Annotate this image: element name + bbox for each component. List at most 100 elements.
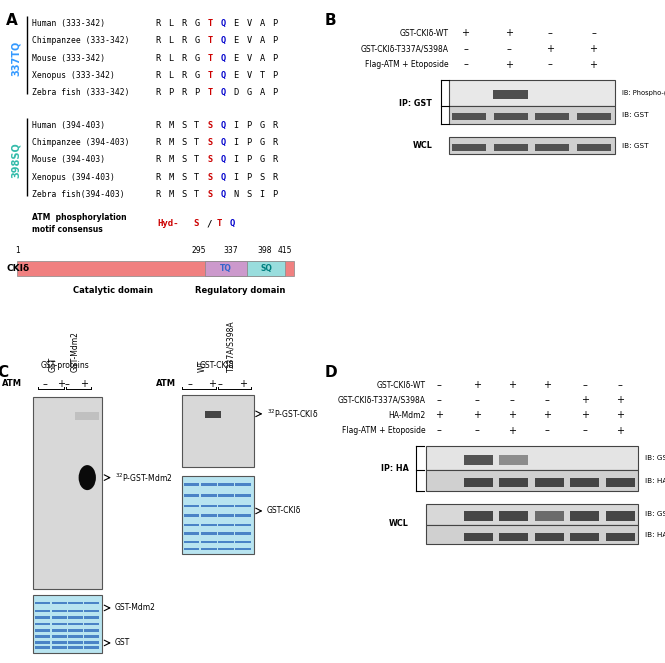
Bar	[235, 483, 251, 486]
Text: S: S	[259, 172, 265, 182]
Text: ATM  phosphorylation
motif consensus: ATM phosphorylation motif consensus	[31, 213, 126, 234]
Text: E: E	[233, 54, 239, 62]
Text: +: +	[543, 380, 551, 390]
Text: +: +	[616, 395, 624, 405]
Text: R: R	[181, 54, 186, 62]
Text: –: –	[436, 395, 442, 405]
Text: Hyd-: Hyd-	[158, 219, 180, 228]
Text: S: S	[181, 138, 186, 147]
Text: –: –	[463, 60, 468, 70]
Text: Q: Q	[220, 155, 225, 164]
Text: 337: 337	[223, 246, 238, 255]
Text: T: T	[194, 121, 199, 130]
Text: Q: Q	[220, 190, 225, 199]
Text: I: I	[233, 172, 239, 182]
Text: SQ: SQ	[260, 264, 272, 273]
Text: E: E	[233, 36, 239, 45]
Text: L: L	[168, 54, 174, 62]
Text: Mouse (394-403): Mouse (394-403)	[31, 155, 104, 164]
Text: R: R	[155, 172, 160, 182]
Bar	[218, 495, 233, 497]
Bar	[201, 514, 217, 517]
Text: –: –	[583, 426, 588, 436]
Text: –: –	[545, 426, 549, 436]
Bar	[75, 412, 99, 420]
Text: Flag-ATM + Etoposide: Flag-ATM + Etoposide	[365, 60, 449, 69]
Text: L: L	[168, 71, 174, 80]
FancyBboxPatch shape	[247, 261, 285, 276]
Text: –: –	[591, 29, 596, 38]
Bar	[464, 478, 493, 487]
Bar	[201, 483, 217, 486]
Bar	[201, 548, 217, 550]
Bar	[68, 646, 83, 649]
Text: –: –	[548, 60, 553, 70]
Text: T: T	[194, 190, 199, 199]
Bar	[35, 617, 51, 619]
Text: A: A	[259, 19, 265, 28]
Bar	[235, 505, 251, 507]
Text: 337TQ: 337TQ	[11, 40, 21, 76]
Text: IB: HA: IB: HA	[645, 532, 665, 538]
Text: +: +	[589, 44, 598, 54]
Bar	[499, 478, 529, 487]
Bar	[235, 514, 251, 517]
Bar	[426, 446, 638, 470]
Text: S: S	[207, 190, 213, 199]
Bar	[571, 478, 599, 487]
Text: Human (333-342): Human (333-342)	[31, 19, 104, 28]
Text: Regulatory domain: Regulatory domain	[196, 286, 286, 294]
Bar	[426, 503, 638, 525]
Text: R: R	[273, 172, 278, 182]
Text: G: G	[194, 71, 199, 80]
Text: +: +	[505, 60, 513, 70]
Bar	[84, 629, 99, 632]
Text: –: –	[188, 379, 192, 389]
Text: ATM: ATM	[156, 379, 176, 388]
Bar	[235, 495, 251, 497]
Text: –: –	[548, 29, 553, 38]
Bar	[218, 524, 233, 526]
Text: R: R	[155, 121, 160, 130]
Text: R: R	[273, 138, 278, 147]
Text: S: S	[181, 190, 186, 199]
Bar	[184, 548, 200, 550]
Bar	[218, 532, 233, 535]
Text: +: +	[616, 410, 624, 420]
Bar	[84, 610, 99, 613]
Bar	[184, 540, 200, 543]
Bar	[499, 511, 529, 521]
Text: D: D	[325, 365, 336, 380]
Text: Q: Q	[220, 36, 225, 45]
Bar	[218, 540, 233, 543]
Bar	[449, 106, 615, 125]
Bar	[201, 540, 217, 543]
Text: T: T	[207, 88, 213, 97]
Bar	[35, 646, 51, 649]
Bar	[68, 623, 83, 625]
Text: IB: Phospho-(S/T) ATM substrate: IB: Phospho-(S/T) ATM substrate	[622, 90, 665, 96]
Text: –: –	[545, 395, 549, 405]
Text: R: R	[273, 121, 278, 130]
Text: P: P	[273, 19, 278, 28]
Bar	[205, 411, 221, 418]
Bar	[449, 137, 615, 154]
Text: +: +	[435, 410, 443, 420]
Text: Q: Q	[220, 19, 225, 28]
Bar	[35, 623, 51, 625]
Text: Q: Q	[220, 88, 225, 97]
Text: T: T	[194, 172, 199, 182]
Text: G: G	[194, 54, 199, 62]
Bar	[52, 610, 66, 613]
Bar	[449, 80, 615, 106]
Text: –: –	[583, 380, 588, 390]
Text: Q: Q	[220, 138, 225, 147]
Text: –: –	[475, 426, 479, 436]
Bar	[33, 595, 102, 654]
Text: Q: Q	[229, 219, 235, 228]
Text: L: L	[168, 19, 174, 28]
Text: V: V	[246, 54, 251, 62]
Ellipse shape	[78, 465, 96, 490]
Bar	[577, 113, 611, 121]
Text: IB: GST: IB: GST	[622, 112, 648, 118]
